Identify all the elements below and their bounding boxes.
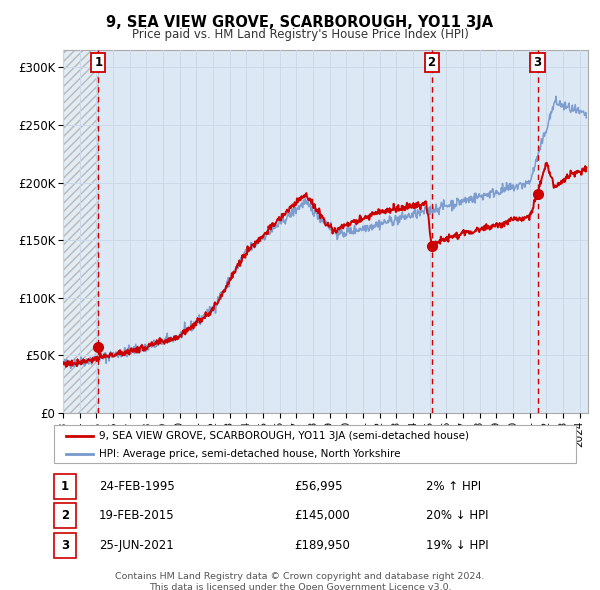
Text: HPI: Average price, semi-detached house, North Yorkshire: HPI: Average price, semi-detached house,… (99, 448, 401, 458)
Text: 9, SEA VIEW GROVE, SCARBOROUGH, YO11 3JA: 9, SEA VIEW GROVE, SCARBOROUGH, YO11 3JA (106, 15, 494, 30)
Text: 2: 2 (428, 55, 436, 68)
Text: 24-FEB-1995: 24-FEB-1995 (99, 480, 175, 493)
Text: 19-FEB-2015: 19-FEB-2015 (99, 509, 175, 522)
Text: £56,995: £56,995 (294, 480, 343, 493)
Text: £189,950: £189,950 (294, 539, 350, 552)
Text: 2% ↑ HPI: 2% ↑ HPI (426, 480, 481, 493)
Text: 2: 2 (61, 509, 69, 522)
Text: Price paid vs. HM Land Registry's House Price Index (HPI): Price paid vs. HM Land Registry's House … (131, 28, 469, 41)
Text: 25-JUN-2021: 25-JUN-2021 (99, 539, 174, 552)
Text: 3: 3 (533, 55, 542, 68)
Text: Contains HM Land Registry data © Crown copyright and database right 2024.
This d: Contains HM Land Registry data © Crown c… (115, 572, 485, 590)
Bar (63, 50, 98, 413)
Text: 3: 3 (61, 539, 69, 552)
Text: 19% ↓ HPI: 19% ↓ HPI (426, 539, 488, 552)
Text: 1: 1 (94, 55, 103, 68)
Bar (63, 50, 98, 413)
Text: 20% ↓ HPI: 20% ↓ HPI (426, 509, 488, 522)
Text: 9, SEA VIEW GROVE, SCARBOROUGH, YO11 3JA (semi-detached house): 9, SEA VIEW GROVE, SCARBOROUGH, YO11 3JA… (99, 431, 469, 441)
Text: £145,000: £145,000 (294, 509, 350, 522)
Text: 1: 1 (61, 480, 69, 493)
